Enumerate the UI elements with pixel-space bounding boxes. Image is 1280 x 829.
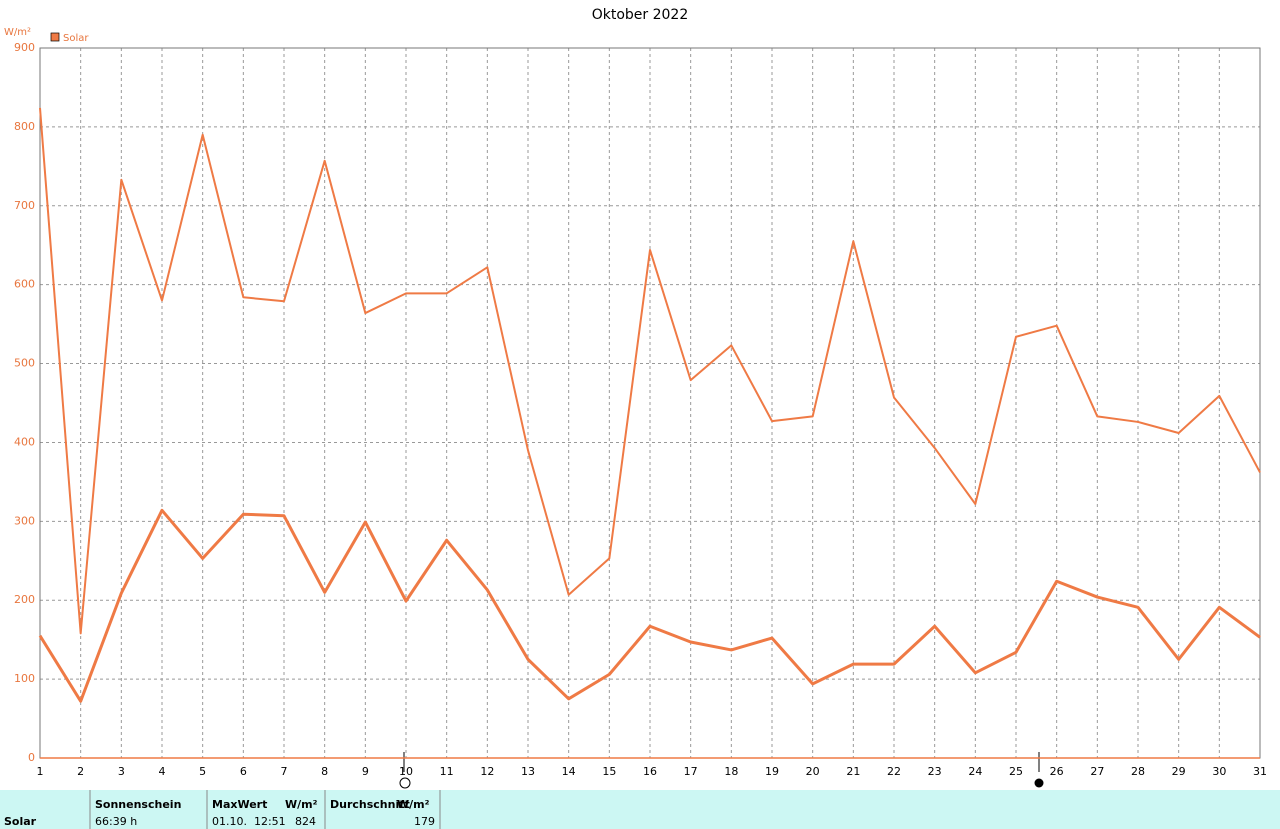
cell: 179 bbox=[414, 815, 435, 828]
y-tick-label: 500 bbox=[14, 357, 35, 370]
y-tick-label: 0 bbox=[28, 751, 35, 764]
x-tick-label: 25 bbox=[1009, 765, 1023, 778]
x-tick-label: 8 bbox=[321, 765, 328, 778]
x-tick-label: 12 bbox=[480, 765, 494, 778]
cell: 01.10. 12:51 bbox=[212, 815, 286, 828]
x-tick-label: 7 bbox=[281, 765, 288, 778]
x-tick-label: 19 bbox=[765, 765, 779, 778]
x-tick-label: 22 bbox=[887, 765, 901, 778]
summary-bar bbox=[0, 790, 1280, 829]
row-label: Solar bbox=[4, 815, 37, 828]
x-tick-label: 24 bbox=[968, 765, 982, 778]
chart-title: Oktober 2022 bbox=[592, 7, 689, 23]
x-tick-label: 26 bbox=[1050, 765, 1064, 778]
y-tick-label: 700 bbox=[14, 199, 35, 212]
y-tick-label: 800 bbox=[14, 120, 35, 133]
col-unit: W/m² bbox=[285, 798, 318, 811]
x-tick-label: 5 bbox=[199, 765, 206, 778]
y-axis-unit: W/m² bbox=[4, 27, 31, 38]
x-tick-label: 16 bbox=[643, 765, 657, 778]
cell: 66:39 h bbox=[95, 815, 137, 828]
moon-new bbox=[1034, 778, 1044, 788]
y-tick-label: 200 bbox=[14, 593, 35, 606]
x-tick-label: 3 bbox=[118, 765, 125, 778]
x-tick-label: 11 bbox=[440, 765, 454, 778]
legend-swatch bbox=[50, 32, 60, 42]
x-tick-label: 29 bbox=[1172, 765, 1186, 778]
x-tick-label: 13 bbox=[521, 765, 535, 778]
x-tick-label: 2 bbox=[77, 765, 84, 778]
y-tick-label: 900 bbox=[14, 41, 35, 54]
x-tick-label: 6 bbox=[240, 765, 247, 778]
col-header: MaxWert bbox=[212, 798, 267, 811]
x-tick-label: 31 bbox=[1253, 765, 1267, 778]
x-tick-label: 27 bbox=[1090, 765, 1104, 778]
y-tick-label: 400 bbox=[14, 435, 35, 448]
legend-label: Solar bbox=[63, 33, 89, 44]
x-tick-label: 21 bbox=[846, 765, 860, 778]
y-tick-label: 600 bbox=[14, 278, 35, 291]
col-header: Durchschnitt bbox=[330, 798, 410, 811]
x-tick-label: 23 bbox=[928, 765, 942, 778]
x-tick-label: 14 bbox=[562, 765, 576, 778]
moon-full bbox=[399, 777, 411, 789]
x-tick-label: 18 bbox=[724, 765, 738, 778]
y-tick-label: 300 bbox=[14, 514, 35, 527]
x-tick-label: 20 bbox=[806, 765, 820, 778]
x-tick-label: 15 bbox=[602, 765, 616, 778]
series-line bbox=[39, 107, 1261, 635]
y-tick-label: 100 bbox=[14, 672, 35, 685]
x-tick-label: 4 bbox=[159, 765, 166, 778]
x-tick-label: 30 bbox=[1212, 765, 1226, 778]
x-tick-label: 9 bbox=[362, 765, 369, 778]
x-tick-label: 17 bbox=[684, 765, 698, 778]
col-header: Sonnenschein bbox=[95, 798, 181, 811]
series-line bbox=[38, 508, 1261, 703]
cell: 824 bbox=[295, 815, 316, 828]
x-tick-label: 1 bbox=[37, 765, 44, 778]
x-tick-label: 28 bbox=[1131, 765, 1145, 778]
x-tick-label: 10 bbox=[399, 765, 413, 778]
col-unit: W/m² bbox=[397, 798, 430, 811]
